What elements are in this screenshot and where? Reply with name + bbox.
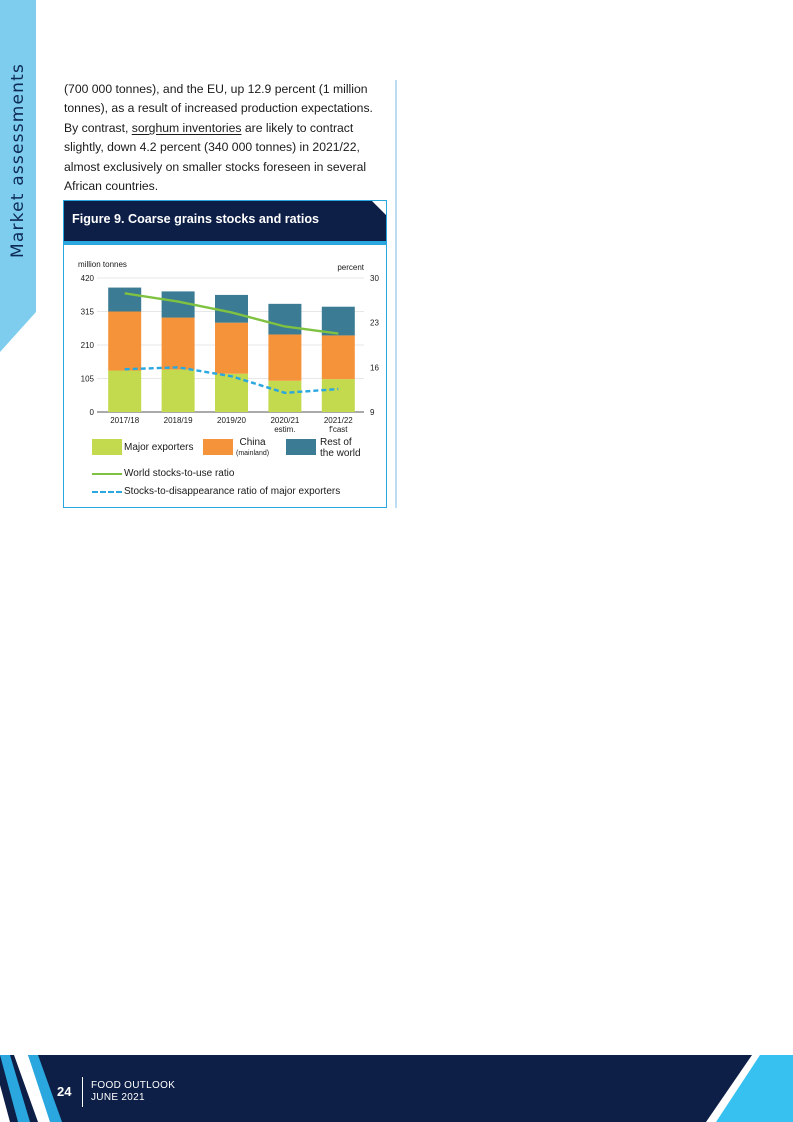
x-tick-sublabel: f'cast — [329, 425, 348, 434]
legend-label-world-ratio: World stocks-to-use ratio — [124, 468, 235, 479]
section-tab — [0, 0, 36, 352]
figure-stripe — [64, 241, 386, 245]
body-line: (700 000 tonnes), and the EU, up 12.9 pe… — [64, 82, 368, 96]
coarse-grains-chart: million tonnes percent 0 105 210 315 420 9 16 2… — [78, 260, 379, 434]
bar-segment — [108, 311, 142, 371]
body-line: almost exclusively on smaller stocks for… — [64, 159, 367, 174]
body-line: By contrast, sorghum inventories are lik… — [64, 119, 382, 138]
legend-line-world — [92, 473, 122, 475]
section-label: Market assessments — [8, 62, 28, 258]
left-axis-label: million tonnes — [78, 260, 127, 269]
legend-swatch-china — [203, 439, 233, 455]
legend-china-sub: (mainland) — [236, 450, 270, 457]
legend-swatch-rest-of-world — [286, 439, 316, 455]
bar-segment — [161, 369, 195, 412]
page-footer: 24 FOOD OUTLOOK JUNE 2021 — [0, 1055, 793, 1122]
right-tick-label: 9 — [370, 408, 375, 417]
left-tick-label: 315 — [81, 308, 95, 317]
body-text-fragment: are likely to contract — [244, 120, 354, 135]
left-tick-label: 420 — [81, 274, 95, 283]
bar-segment — [108, 370, 142, 412]
legend-china-name: China — [239, 437, 266, 448]
sorghum-link[interactable]: sorghum inventories — [131, 120, 242, 135]
x-tick-label: 2021/22 — [324, 416, 353, 425]
publication-date: JUNE 2021 — [91, 1092, 145, 1103]
bar-segment — [108, 287, 142, 312]
body-line: slightly, down 4.2 percent (340 000 tonn… — [64, 140, 360, 155]
x-tick-sublabel: estim. — [274, 425, 295, 434]
legend-rest-line2: the world — [320, 448, 361, 459]
page-number: 24 — [57, 1084, 72, 1099]
x-tick-label: 2017/18 — [110, 416, 139, 425]
legend-line-major — [92, 491, 122, 493]
figure-corner — [372, 201, 386, 215]
body-line: tonnes), as a result of increased produc… — [64, 101, 373, 116]
series-line — [124, 366, 339, 395]
bar-segment — [215, 373, 248, 412]
column-rule — [395, 80, 397, 508]
legend-label-rest-of-world: Rest of the world — [320, 437, 361, 459]
legend-swatch-major-exporters — [92, 439, 122, 455]
figure-title: Figure 9. Coarse grains stocks and ratio… — [64, 201, 386, 241]
right-tick-label: 23 — [370, 319, 379, 328]
right-axis-label: percent — [337, 263, 364, 272]
body-paragraph: (700 000 tonnes), and the EU, up 12.9 pe… — [64, 80, 382, 196]
legend-label-major-exporters: Major exporters — [124, 442, 194, 453]
bar-segment — [268, 303, 302, 335]
left-tick-label: 210 — [81, 341, 95, 350]
figure-box: Figure 9. Coarse grains stocks and ratio… — [63, 200, 387, 508]
body-text-fragment: By contrast, — [64, 120, 129, 135]
bar-segment — [321, 306, 355, 336]
legend-label-china: China (mainland) — [236, 437, 269, 459]
bar-segment — [321, 379, 355, 412]
bar-segment — [321, 335, 355, 380]
legend-rest-line1: Rest of — [320, 437, 352, 448]
footer-divider — [82, 1077, 83, 1107]
body-line: African countries. — [64, 179, 159, 194]
publication-title: FOOD OUTLOOK — [91, 1080, 176, 1091]
bar-segment — [161, 317, 195, 370]
right-tick-label: 30 — [370, 274, 379, 283]
bar-segment — [215, 294, 248, 323]
x-tick-label: 2019/20 — [217, 416, 246, 425]
bar-segment — [268, 334, 302, 381]
left-tick-label: 105 — [81, 375, 95, 384]
right-tick-label: 16 — [370, 363, 379, 372]
x-tick-label: 2020/21 — [270, 416, 299, 425]
bar-segment — [268, 380, 302, 412]
x-tick-label: 2018/19 — [164, 416, 193, 425]
legend-label-major-ratio: Stocks-to-disappearance ratio of major e… — [124, 486, 341, 497]
bar-segment — [215, 322, 248, 374]
publication-info: FOOD OUTLOOK JUNE 2021 — [91, 1080, 175, 1104]
footer-graphic — [0, 1055, 793, 1122]
left-tick-label: 0 — [90, 408, 95, 417]
section-tab-shape — [0, 0, 36, 352]
series-line — [124, 292, 339, 335]
